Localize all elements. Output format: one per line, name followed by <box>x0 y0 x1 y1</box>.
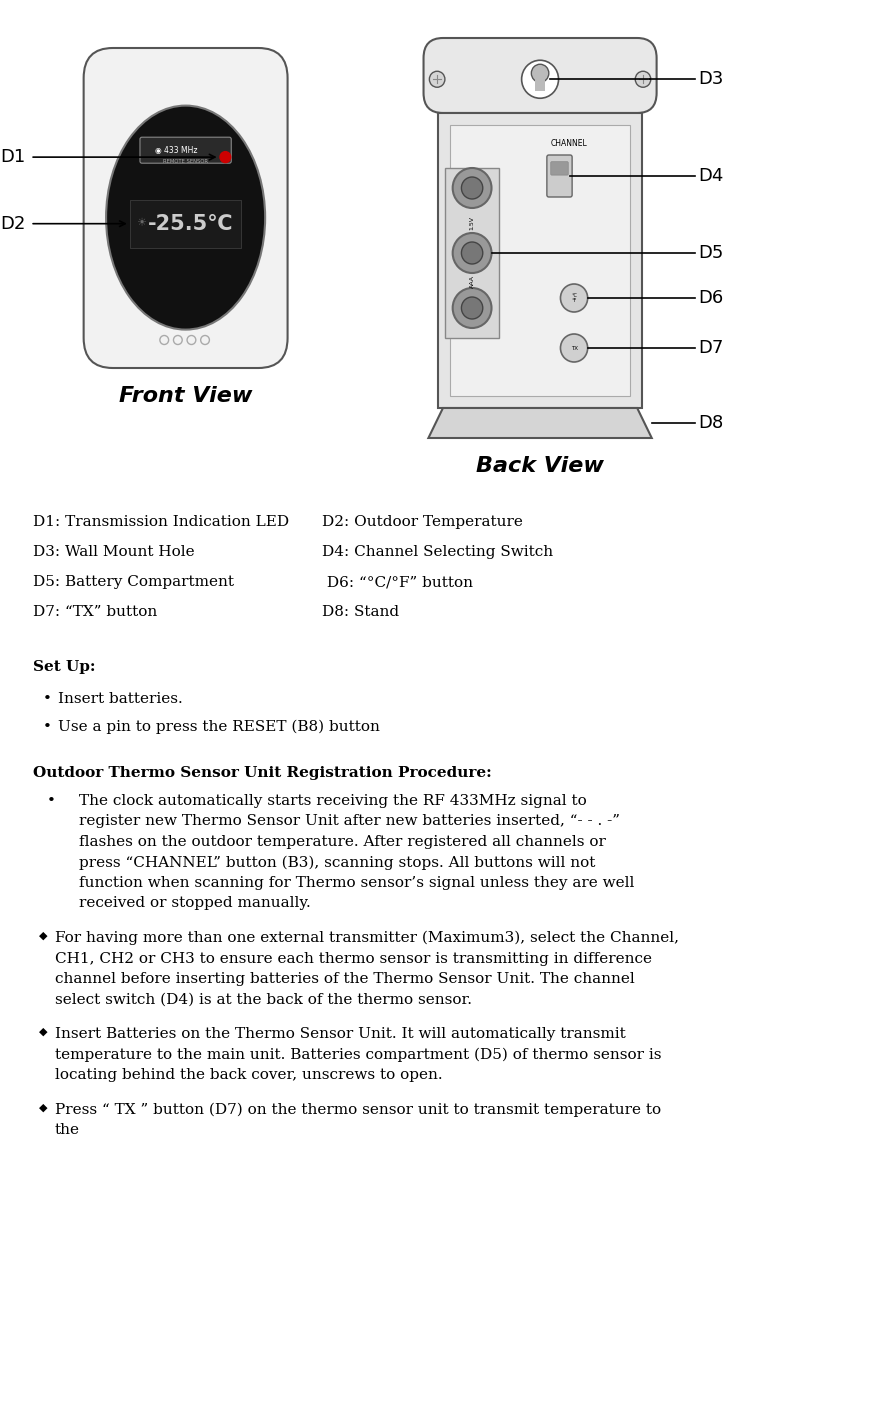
FancyBboxPatch shape <box>551 162 567 175</box>
Text: temperature to the main unit. Batteries compartment (D5) of thermo sensor is: temperature to the main unit. Batteries … <box>54 1048 660 1062</box>
FancyBboxPatch shape <box>140 137 231 164</box>
Text: D7: “TX” button: D7: “TX” button <box>33 605 157 619</box>
Text: Use a pin to press the RESET (B8) button: Use a pin to press the RESET (B8) button <box>58 721 380 735</box>
Circle shape <box>428 72 444 87</box>
Text: D5: Battery Compartment: D5: Battery Compartment <box>33 575 234 589</box>
Text: D7: D7 <box>698 338 723 357</box>
Circle shape <box>521 61 558 99</box>
FancyBboxPatch shape <box>535 79 544 92</box>
Text: D5: D5 <box>698 244 723 262</box>
Circle shape <box>560 334 587 362</box>
Text: REMOTE SENSOR: REMOTE SENSOR <box>163 159 208 164</box>
Circle shape <box>452 288 491 329</box>
Text: •: • <box>43 692 52 706</box>
Text: Insert batteries.: Insert batteries. <box>58 692 183 706</box>
FancyBboxPatch shape <box>83 48 287 368</box>
Text: D2: D2 <box>0 214 25 233</box>
Text: Front View: Front View <box>119 386 252 406</box>
Text: -25.5℃: -25.5℃ <box>148 214 233 234</box>
Text: ◆: ◆ <box>39 1103 47 1112</box>
Text: D1: Transmission Indication LED: D1: Transmission Indication LED <box>33 515 289 529</box>
Text: D6: “°C/°F” button: D6: “°C/°F” button <box>321 575 472 589</box>
Text: D8: D8 <box>698 415 723 431</box>
Text: ◆: ◆ <box>39 1026 47 1036</box>
Ellipse shape <box>106 106 265 330</box>
FancyBboxPatch shape <box>546 155 572 197</box>
Text: channel before inserting batteries of the Thermo Sensor Unit. The channel: channel before inserting batteries of th… <box>54 971 634 986</box>
Text: function when scanning for Thermo sensor’s signal unless they are well: function when scanning for Thermo sensor… <box>79 876 633 890</box>
Circle shape <box>560 283 587 312</box>
Circle shape <box>220 152 230 162</box>
Text: ◆: ◆ <box>39 931 47 940</box>
Text: ☀: ☀ <box>135 219 146 228</box>
Circle shape <box>461 298 482 319</box>
Text: flashes on the outdoor temperature. After registered all channels or: flashes on the outdoor temperature. Afte… <box>79 835 605 849</box>
Text: Insert Batteries on the Thermo Sensor Unit. It will automatically transmit: Insert Batteries on the Thermo Sensor Un… <box>54 1026 624 1041</box>
Text: •: • <box>47 794 55 808</box>
Text: D1: D1 <box>0 148 25 166</box>
Circle shape <box>461 178 482 199</box>
Text: D2: Outdoor Temperature: D2: Outdoor Temperature <box>321 515 522 529</box>
Text: register new Thermo Sensor Unit after new batteries inserted, “- - . -”: register new Thermo Sensor Unit after ne… <box>79 815 619 829</box>
Polygon shape <box>428 407 651 439</box>
Text: AAA: AAA <box>469 275 474 288</box>
Text: The clock automatically starts receiving the RF 433MHz signal to: The clock automatically starts receiving… <box>79 794 586 808</box>
Text: the: the <box>54 1122 79 1136</box>
Circle shape <box>452 168 491 209</box>
Text: D4: Channel Selecting Switch: D4: Channel Selecting Switch <box>321 546 552 558</box>
Text: select switch (D4) is at the back of the thermo sensor.: select switch (D4) is at the back of the… <box>54 993 471 1007</box>
Text: D4: D4 <box>698 166 723 185</box>
Text: 1.5V: 1.5V <box>469 216 474 230</box>
FancyBboxPatch shape <box>450 125 630 396</box>
Text: TX: TX <box>570 345 577 351</box>
Text: Press “ TX ” button (D7) on the thermo sensor unit to transmit temperature to: Press “ TX ” button (D7) on the thermo s… <box>54 1103 660 1117</box>
FancyBboxPatch shape <box>130 200 241 248</box>
Circle shape <box>452 233 491 274</box>
Text: Back View: Back View <box>476 455 603 477</box>
Text: received or stopped manually.: received or stopped manually. <box>79 897 310 911</box>
Text: CHANNEL: CHANNEL <box>551 140 587 148</box>
Text: CH1, CH2 or CH3 to ensure each thermo sensor is transmitting in difference: CH1, CH2 or CH3 to ensure each thermo se… <box>54 952 651 966</box>
Text: D3: Wall Mount Hole: D3: Wall Mount Hole <box>33 546 195 558</box>
Text: For having more than one external transmitter (Maximum3), select the Channel,: For having more than one external transm… <box>54 931 678 945</box>
Text: D8: Stand: D8: Stand <box>321 605 399 619</box>
Text: press “CHANNEL” button (B3), scanning stops. All buttons will not: press “CHANNEL” button (B3), scanning st… <box>79 856 594 870</box>
Text: locating behind the back cover, unscrews to open.: locating behind the back cover, unscrews… <box>54 1067 442 1081</box>
Circle shape <box>461 243 482 264</box>
Circle shape <box>635 72 650 87</box>
Text: Set Up:: Set Up: <box>33 660 96 674</box>
Circle shape <box>530 65 548 82</box>
Text: D3: D3 <box>698 70 723 89</box>
Text: Outdoor Thermo Sensor Unit Registration Procedure:: Outdoor Thermo Sensor Unit Registration … <box>33 766 492 780</box>
FancyBboxPatch shape <box>423 38 656 113</box>
FancyBboxPatch shape <box>437 113 641 407</box>
FancyBboxPatch shape <box>445 168 498 338</box>
Text: °C
°F: °C °F <box>571 293 576 303</box>
Text: ◉ 433 MHz: ◉ 433 MHz <box>155 145 197 155</box>
Text: D6: D6 <box>698 289 723 307</box>
Text: •: • <box>43 721 52 735</box>
